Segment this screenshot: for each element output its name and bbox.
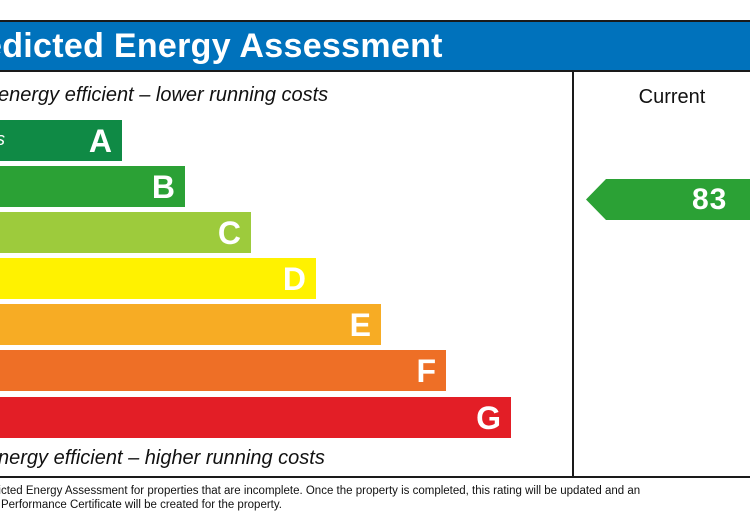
chart-title: edicted Energy Assessment [0, 27, 443, 65]
current-rating-arrow: 83 [586, 179, 750, 220]
band-letter-f: F [416, 353, 436, 389]
rating-band-e: E [0, 304, 381, 345]
chart-frame: edicted Energy Assessment [0, 20, 750, 478]
band-letter-a: A [88, 123, 112, 159]
band-letter-g: G [476, 400, 501, 436]
current-rating-value: 83 [692, 183, 728, 216]
rating-band-d: D [0, 258, 316, 299]
rating-band-g: G [0, 397, 511, 438]
current-column-heading: Current [638, 86, 706, 108]
rating-band-a: us A [0, 120, 122, 161]
footnote-line-1: dicted Energy Assessment for properties … [0, 485, 641, 497]
band-letter-e: E [349, 307, 371, 343]
column-divider [572, 72, 574, 478]
band-range-a: us [0, 129, 5, 150]
rating-band-f: F [0, 350, 446, 391]
footnote-line-2: y Performance Certificate will be create… [0, 499, 282, 511]
rating-band-b: B [0, 166, 185, 207]
band-letter-d: D [282, 261, 306, 297]
rating-band-c: C [0, 212, 251, 253]
top-caption: energy efficient – lower running costs [0, 84, 329, 106]
bottom-caption: nergy efficient – higher running costs [0, 447, 325, 469]
band-letter-b: B [151, 169, 175, 205]
title-bar: edicted Energy Assessment [0, 22, 750, 72]
band-letter-c: C [217, 215, 241, 251]
